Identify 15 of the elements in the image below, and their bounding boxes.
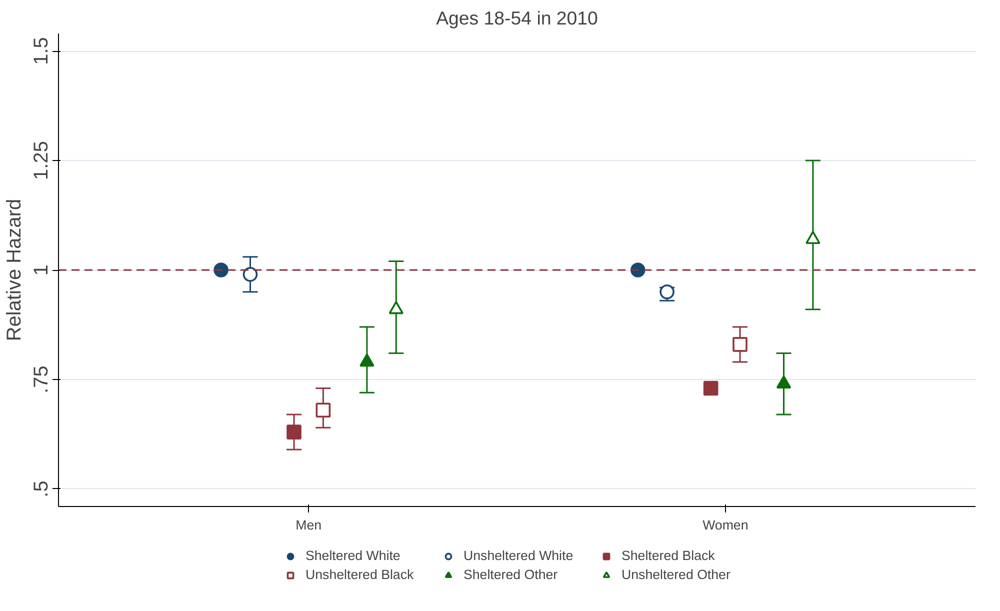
legend-label: Sheltered Other (464, 567, 559, 582)
y-tick-label: 1.25 (30, 141, 52, 180)
legend-label: Sheltered White (306, 548, 402, 563)
x-tick-label: Men (296, 518, 322, 532)
legend-label: Sheltered Black (622, 548, 716, 563)
x-tick-label: Women (702, 518, 748, 532)
y-tick-label: 1.5 (30, 37, 52, 65)
y-axis-title: Relative Hazard (4, 198, 26, 342)
legend-label: Unsheltered Other (622, 567, 732, 582)
y-tick-label: .5 (30, 480, 52, 498)
legend-label: Unsheltered White (464, 548, 574, 563)
y-tick-label: 1 (30, 264, 52, 276)
chart-title: Ages 18-54 in 2010 (436, 8, 598, 28)
y-tick-label: .75 (30, 366, 52, 394)
legend-label: Unsheltered Black (306, 567, 415, 582)
